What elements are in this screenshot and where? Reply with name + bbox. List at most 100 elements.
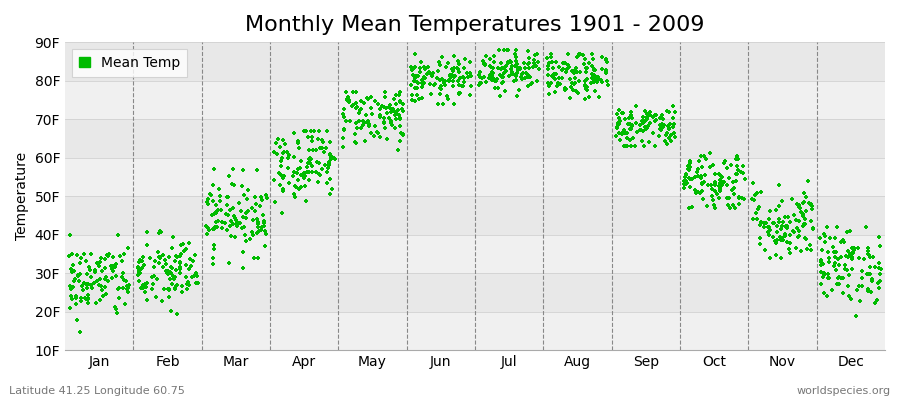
Point (713, 184, 727, 190)
Point (164, 264, 178, 270)
Point (625, 123, 639, 129)
Point (322, 162, 337, 168)
Point (427, 82, 441, 88)
Point (843, 228, 858, 234)
Point (865, 278, 879, 284)
Point (595, 79, 609, 85)
Point (616, 110, 631, 116)
Point (816, 260, 831, 267)
Point (845, 245, 859, 252)
Point (789, 245, 804, 251)
Point (782, 246, 796, 253)
Point (507, 77, 521, 84)
Point (752, 241, 767, 248)
Point (814, 281, 828, 287)
Point (798, 194, 813, 200)
Point (513, 66, 527, 72)
Point (84, 274, 98, 281)
Point (641, 123, 655, 130)
Point (770, 206, 784, 213)
Point (708, 188, 723, 194)
Point (393, 123, 408, 129)
Point (806, 225, 820, 232)
Point (411, 80, 426, 86)
Point (572, 50, 587, 57)
Point (280, 148, 294, 155)
Point (575, 52, 590, 58)
Point (649, 112, 663, 118)
Point (384, 118, 399, 124)
Point (747, 197, 761, 203)
Point (620, 129, 634, 136)
Point (572, 90, 586, 96)
Point (407, 78, 421, 84)
Bar (65, 81, 885, 119)
Point (251, 254, 266, 261)
Point (775, 234, 789, 241)
Point (498, 65, 512, 72)
Point (327, 155, 341, 161)
Point (423, 81, 437, 88)
Point (346, 101, 360, 108)
Point (361, 121, 375, 128)
Point (446, 53, 461, 60)
Point (292, 145, 306, 151)
Point (434, 82, 448, 89)
Point (281, 154, 295, 161)
Point (565, 80, 580, 87)
Point (662, 126, 677, 132)
Point (274, 144, 288, 150)
Point (769, 240, 783, 246)
Point (797, 221, 812, 228)
Point (790, 225, 805, 232)
Point (544, 72, 559, 79)
Point (237, 192, 251, 198)
Point (170, 311, 184, 317)
Point (766, 234, 780, 240)
Point (158, 268, 173, 274)
Point (208, 224, 222, 230)
Point (773, 234, 788, 240)
Point (154, 228, 168, 235)
Point (408, 75, 422, 81)
Point (415, 77, 429, 83)
Point (207, 242, 221, 248)
Point (816, 272, 831, 278)
Point (302, 156, 316, 162)
Point (588, 67, 602, 73)
Point (80, 285, 94, 292)
Point (635, 118, 650, 124)
Point (654, 122, 669, 128)
Point (179, 281, 194, 287)
Point (153, 254, 167, 260)
Point (258, 231, 273, 237)
Point (440, 92, 454, 99)
Point (640, 111, 654, 117)
Point (770, 237, 784, 243)
Point (131, 263, 146, 270)
Point (383, 109, 398, 115)
Point (562, 50, 576, 57)
Point (288, 183, 302, 189)
Point (594, 54, 608, 61)
Point (258, 243, 273, 250)
Point (285, 173, 300, 180)
Point (182, 266, 196, 272)
Point (88, 269, 103, 275)
Point (70, 316, 85, 323)
Point (510, 66, 525, 73)
Point (249, 216, 264, 222)
Point (804, 218, 818, 225)
Point (78, 258, 93, 264)
Point (249, 230, 264, 236)
Point (648, 118, 662, 124)
Point (474, 80, 489, 86)
Point (689, 169, 704, 176)
Point (731, 167, 745, 173)
Point (559, 68, 573, 75)
Point (254, 226, 268, 233)
Point (355, 106, 369, 112)
Point (421, 64, 436, 70)
Point (547, 76, 562, 82)
Point (679, 172, 693, 178)
